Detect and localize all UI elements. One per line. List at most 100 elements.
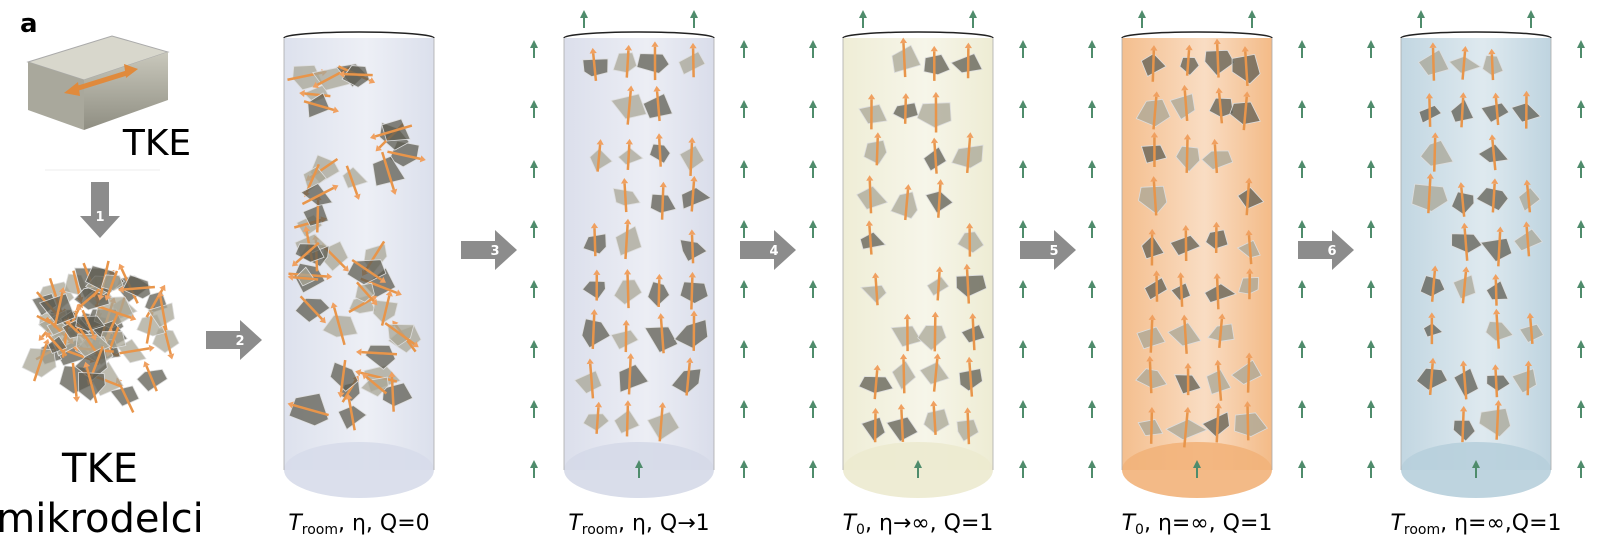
field-arrow-head xyxy=(1088,460,1096,468)
moment-arrow xyxy=(1433,48,1434,81)
field-arrow-head xyxy=(1019,400,1027,408)
moment-arrow-head xyxy=(167,353,174,359)
moment-arrow xyxy=(968,413,969,444)
moment-arrow xyxy=(594,228,595,256)
field-arrow-head xyxy=(1088,340,1096,348)
field-arrow-head xyxy=(1248,10,1256,18)
field-arrow-head xyxy=(809,160,817,168)
particles-label-line: TKE xyxy=(61,446,138,492)
step-arrow: 5 xyxy=(1020,230,1076,270)
moment-arrow xyxy=(1462,411,1463,442)
field-arrow-head xyxy=(1019,160,1027,168)
moment-arrow xyxy=(593,315,594,349)
field-arrow-head xyxy=(740,220,748,228)
field-arrow-head xyxy=(1577,100,1585,108)
cylinder-top xyxy=(284,32,434,38)
field-arrow-head xyxy=(1367,160,1375,168)
cylinder-bottom xyxy=(284,442,434,498)
moment-arrow xyxy=(870,181,871,214)
moment-arrow xyxy=(877,138,878,166)
field-arrow-head xyxy=(740,280,748,288)
cylinder: Troom, η=∞,Q=1 xyxy=(1367,10,1585,538)
field-arrow-head xyxy=(809,280,817,288)
field-arrow-head xyxy=(530,100,538,108)
cylinder-caption: Troom, η=∞,Q=1 xyxy=(1390,511,1561,538)
moment-arrow xyxy=(1217,44,1218,77)
cylinder: Troom, η, Q=0 xyxy=(284,32,434,538)
step-number: 5 xyxy=(1049,244,1058,259)
field-arrow-head xyxy=(859,10,867,18)
field-arrow-head xyxy=(1577,40,1585,48)
moment-arrow xyxy=(625,183,627,212)
step-number: 2 xyxy=(235,334,244,349)
field-arrow-head xyxy=(530,160,538,168)
field-arrow-head xyxy=(1367,40,1375,48)
moment-arrow xyxy=(1181,278,1182,307)
moment-arrow xyxy=(1434,138,1435,172)
caption-rest: , η→∞, Q=1 xyxy=(865,511,993,536)
caption-rest: , η=∞, Q=1 xyxy=(1144,511,1272,536)
field-arrow-head xyxy=(1298,460,1306,468)
field-arrow-head xyxy=(740,160,748,168)
field-arrow-head xyxy=(1527,10,1535,18)
field-arrow-head xyxy=(1577,280,1585,288)
moment-arrow-head xyxy=(73,396,80,402)
block-label: TKE xyxy=(122,123,191,164)
field-arrow-head xyxy=(1019,280,1027,288)
moment-arrow xyxy=(1496,370,1497,398)
moment-arrow xyxy=(659,139,660,167)
field-arrow-head xyxy=(1019,40,1027,48)
field-arrow-head xyxy=(1088,220,1096,228)
field-arrow-head xyxy=(1367,280,1375,288)
moment-arrow xyxy=(1493,184,1495,213)
moment-arrow xyxy=(1492,54,1493,80)
field-arrow-head xyxy=(530,280,538,288)
step-arrow: 2 xyxy=(206,320,262,360)
cylinder-top xyxy=(843,32,993,38)
moment-arrow xyxy=(1248,407,1249,441)
moment-arrow xyxy=(1248,358,1249,393)
field-arrow-head xyxy=(1088,400,1096,408)
step-number: 3 xyxy=(490,244,499,259)
arrow-shape xyxy=(206,320,262,360)
panel-label: a xyxy=(20,9,38,39)
field-arrow-head xyxy=(530,220,538,228)
field-arrow-head xyxy=(1298,40,1306,48)
moment-arrow xyxy=(1151,412,1152,443)
field-arrow-head xyxy=(1019,340,1027,348)
field-arrow-head xyxy=(1088,40,1096,48)
field-arrow-head xyxy=(1088,160,1096,168)
moment-arrow xyxy=(659,279,660,307)
field-arrow-head xyxy=(809,220,817,228)
field-arrow-head xyxy=(1298,100,1306,108)
field-arrow-head xyxy=(809,40,817,48)
particle-cluster xyxy=(22,261,179,413)
field-arrow-head xyxy=(1298,280,1306,288)
caption-subscript: room xyxy=(1404,522,1440,538)
arrow-shape xyxy=(1020,230,1076,270)
moment-arrow xyxy=(628,144,629,170)
step-number: 4 xyxy=(769,244,778,259)
moment-arrow xyxy=(627,50,629,77)
moment-arrow xyxy=(1496,279,1497,305)
moment-arrow xyxy=(691,277,692,309)
particles-label-line: mikrodelci xyxy=(0,496,204,542)
cylinder-top xyxy=(1401,32,1551,38)
moment-arrow xyxy=(1461,98,1463,128)
step-arrow: 3 xyxy=(461,230,517,270)
moment-arrow xyxy=(1217,278,1218,309)
field-arrow-head xyxy=(1019,100,1027,108)
field-arrow-head xyxy=(1577,220,1585,228)
step-number: 6 xyxy=(1327,244,1336,259)
field-arrow-head xyxy=(1088,100,1096,108)
arrow-shape xyxy=(1298,230,1354,270)
field-arrow-head xyxy=(690,10,698,18)
cylinder-caption: T0, η→∞, Q=1 xyxy=(843,511,994,538)
cylinder: T0, η=∞, Q=1 xyxy=(1088,10,1306,538)
caption-rest: , η, Q→1 xyxy=(618,511,710,536)
step-arrow: 1 xyxy=(80,182,120,238)
field-arrow-head xyxy=(740,460,748,468)
arrow-shape xyxy=(461,230,517,270)
step-arrow: 4 xyxy=(740,230,796,270)
moment-arrow xyxy=(691,143,692,176)
